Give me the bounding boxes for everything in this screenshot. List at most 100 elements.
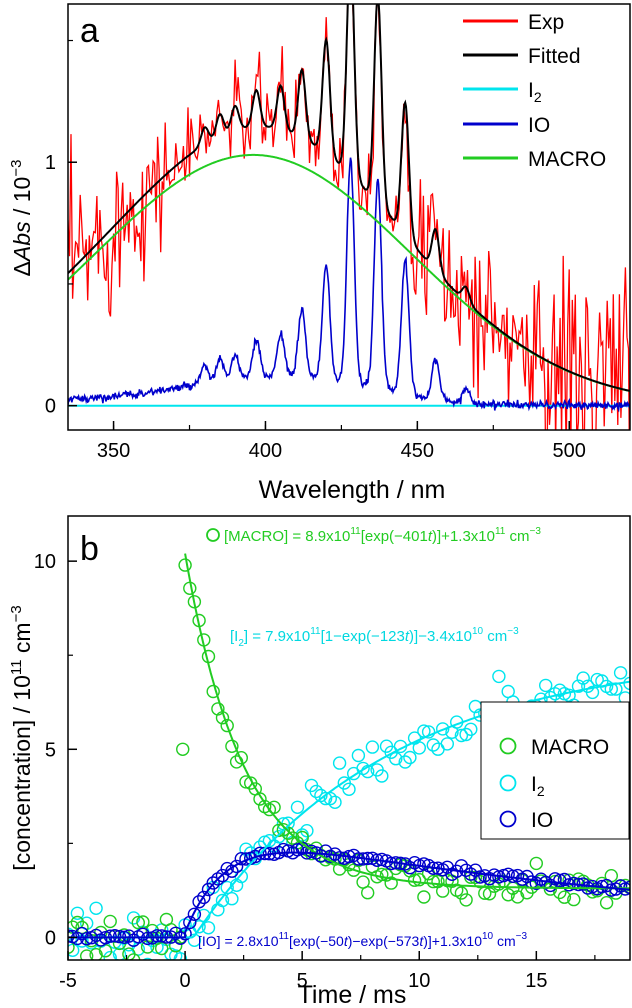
series-i2-point [126, 911, 141, 925]
series-io-line [68, 157, 630, 413]
series-macro-point [412, 873, 426, 887]
panel-a-frame [67, 3, 631, 431]
series-i2-point [454, 728, 469, 743]
series-i2-point [215, 893, 230, 908]
series-i2-point [225, 892, 239, 906]
series-i2-point [403, 750, 417, 765]
series-macro-outlier-point [176, 742, 190, 756]
b-x-tick-label: -5 [59, 970, 77, 992]
series-io-point [168, 926, 183, 940]
series-macro-point [89, 948, 103, 960]
legend-b-macro-marker [499, 737, 517, 755]
b-x-tick-label: 0 [180, 970, 191, 992]
b-y-tick-label: 5 [45, 739, 56, 761]
legend-exp-label: Exp [528, 11, 564, 34]
panel-b-legend-box [480, 701, 630, 840]
series-i2-point [332, 756, 347, 770]
series-i2-point [100, 964, 112, 976]
fit-macro-curve [184, 553, 630, 890]
series-io-point [529, 876, 543, 890]
series-i2-point [492, 669, 506, 684]
panel-a-ticks: 350 400 450 500 0 1 [45, 39, 586, 462]
a-x-tick-label: 400 [249, 440, 282, 462]
series-macro-point [131, 915, 146, 930]
series-io-point [206, 876, 220, 890]
series-i2-point [272, 830, 286, 844]
series-i2-point [351, 748, 366, 763]
series-io-point [403, 861, 417, 875]
legend-b-i2-label: I2 [531, 773, 545, 799]
series-io-point [89, 928, 103, 943]
series-i2-point [440, 737, 454, 751]
series-macro-point [80, 949, 94, 960]
panel-b-legend: MACRO I2 IO [480, 701, 630, 840]
macro-annotation-marker [206, 528, 220, 542]
series-i2-point [585, 685, 600, 700]
series-i2-point [300, 824, 314, 838]
series-i2-point [426, 738, 440, 752]
series-i2-point [290, 800, 305, 814]
b-x-tick-label: 10 [408, 970, 430, 992]
io-fit-equation: [IO] = 2.8x1011[exp(−50t)−exp(−573t)]+1.… [198, 931, 528, 949]
series-i2-point [169, 949, 183, 960]
series-i2-point [436, 722, 450, 736]
fit-i2-curve [68, 680, 630, 939]
series-i2-point [365, 740, 380, 754]
series-macro-point [98, 944, 113, 958]
series-i2-point [142, 957, 153, 960]
series-macro-point [234, 751, 249, 765]
series-io-point [510, 868, 525, 883]
legend-b-i2-marker [499, 774, 517, 792]
series-io-point [150, 929, 164, 943]
series-io-point [122, 929, 136, 943]
series-i2-point [342, 782, 356, 796]
legend-i2-label: I2 [528, 79, 542, 105]
series-i2-point [604, 682, 618, 696]
fit-io-curve [68, 851, 630, 939]
series-i2-point [89, 901, 103, 915]
panel-b-y-title: [concentration] / 1011 cm−3 [8, 605, 35, 870]
series-macro-point [379, 868, 394, 882]
series-io-point [604, 883, 618, 897]
a-x-tick-label: 500 [553, 440, 586, 462]
series-macro-point [220, 718, 234, 733]
panel-a-series [68, 4, 630, 430]
a-x-tick-label: 350 [97, 440, 130, 462]
b-x-tick-label: 15 [525, 970, 547, 992]
series-macro-point [567, 892, 581, 907]
series-macro-point [375, 867, 389, 882]
series-macro-point [68, 940, 75, 954]
a-y-tick-label: 1 [45, 152, 56, 174]
legend-b-io-label: IO [531, 809, 553, 832]
legend-macro-label: MACRO [528, 148, 606, 171]
series-i2-point [173, 952, 188, 960]
series-io-point [253, 846, 267, 860]
series-io-point [136, 927, 150, 941]
series-macro-point [178, 558, 192, 572]
series-macro-point [103, 914, 117, 929]
legend-fitted-label: Fitted [528, 45, 581, 68]
a-x-tick-label: 450 [401, 440, 434, 462]
series-macro-point [75, 920, 89, 935]
series-io-point [187, 907, 202, 921]
series-i2-point [389, 752, 403, 766]
series-i2-point [375, 769, 389, 783]
series-i2-point [398, 755, 412, 769]
series-io-point [103, 929, 117, 943]
i2-fit-equation: [I2] = 7.9x1011[1−exp(−123t)]−3.4x1010 c… [230, 626, 519, 649]
series-i2-point [571, 679, 586, 693]
series-macro-point [454, 886, 469, 900]
series-exp-line [68, 4, 630, 430]
series-i2-point [70, 906, 85, 920]
series-macro-point [206, 684, 220, 699]
series-i2-point [201, 921, 216, 935]
series-i2-point [328, 795, 342, 809]
series-macro-point [557, 890, 572, 904]
panel-a-letter: a [80, 12, 99, 50]
series-macro-point [599, 896, 614, 910]
series-macro-point [407, 873, 422, 887]
